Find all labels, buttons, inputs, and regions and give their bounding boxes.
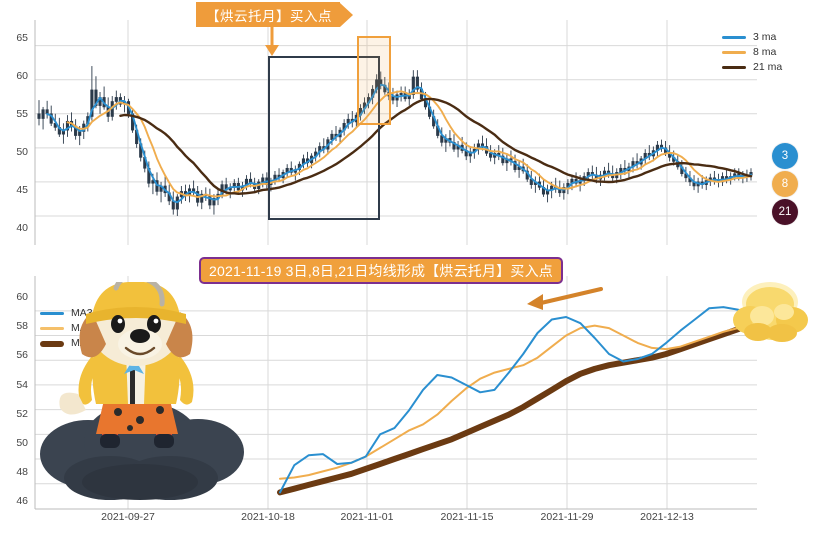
top-chart-plot bbox=[34, 20, 757, 245]
top-callout-banner-body: 【烘云托月】买入点 bbox=[196, 2, 340, 27]
legend-label-3ma: 3 ma bbox=[753, 31, 777, 44]
top-callout-banner-label: 【烘云托月】买入点 bbox=[206, 8, 332, 24]
top-ytick-3: 50 bbox=[16, 146, 28, 158]
legend-swatch-3ma bbox=[722, 36, 746, 39]
legend-swatch-ma3 bbox=[40, 312, 64, 315]
center-callout-banner: 2021-11-19 3日,8日,21日均线形成【烘云托月】买入点 bbox=[199, 257, 563, 284]
legend-swatch-8ma bbox=[722, 51, 746, 54]
top-ytick-0: 65 bbox=[16, 32, 28, 44]
xtick-2: 2021-11-01 bbox=[340, 511, 394, 523]
bottom-ytick-6: 48 bbox=[16, 466, 28, 478]
down-arrow-icon bbox=[265, 25, 279, 56]
pattern-box-dark bbox=[268, 56, 380, 220]
bottom-ytick-2: 56 bbox=[16, 349, 28, 361]
xtick-0: 2021-09-27 bbox=[101, 511, 155, 523]
bottom-ytick-4: 52 bbox=[16, 408, 28, 420]
badge-ma21-label: 21 bbox=[778, 206, 792, 218]
bottom-ytick-0: 60 bbox=[16, 291, 28, 303]
top-ytick-5: 40 bbox=[16, 222, 28, 234]
top-ytick-1: 60 bbox=[16, 70, 28, 82]
xtick-5: 2021-12-13 bbox=[640, 511, 694, 523]
legend-item-ma3: MA3 bbox=[40, 306, 98, 321]
top-callout-pennant-tip bbox=[340, 2, 353, 27]
pattern-box-orange bbox=[357, 36, 391, 125]
legend-label-21ma: 21 ma bbox=[753, 61, 783, 74]
legend-swatch-21ma bbox=[722, 66, 746, 69]
top-chart-legend: 3 ma 8 ma 21 ma bbox=[722, 30, 782, 75]
legend-swatch-ma21 bbox=[40, 340, 64, 347]
badge-ma3-label: 3 bbox=[781, 150, 789, 162]
bottom-ytick-5: 50 bbox=[16, 437, 28, 449]
legend-label-8ma: 8 ma bbox=[753, 46, 777, 59]
legend-label-ma3: MA3 bbox=[71, 307, 93, 320]
left-arrow-icon bbox=[527, 287, 603, 310]
legend-item-8ma: 8 ma bbox=[722, 45, 782, 60]
center-callout-banner-label: 2021-11-19 3日,8日,21日均线形成【烘云托月】买入点 bbox=[209, 262, 553, 279]
bottom-ma-chart-panel: 60 58 56 54 52 50 48 46 MA3 MA8 MA21 bbox=[0, 270, 813, 539]
badge-ma8[interactable]: 8 bbox=[772, 171, 798, 197]
top-callout-banner: 【烘云托月】买入点 bbox=[196, 2, 353, 27]
top-candlestick-chart-panel: 65 60 55 50 45 40 3 ma 8 ma 21 ma 3 bbox=[0, 0, 813, 250]
badge-ma21[interactable]: 21 bbox=[772, 199, 798, 225]
bottom-ytick-3: 54 bbox=[16, 379, 28, 391]
badge-ma8-label: 8 bbox=[781, 178, 789, 190]
golden-sunlit-cloud-icon bbox=[733, 282, 808, 342]
mascot-dog-on-dark-cloud-icon bbox=[40, 282, 244, 500]
legend-swatch-ma8 bbox=[40, 327, 64, 330]
xtick-4: 2021-11-29 bbox=[540, 511, 594, 523]
bottom-ytick-7: 46 bbox=[16, 495, 28, 507]
legend-item-3ma: 3 ma bbox=[722, 30, 782, 45]
xtick-3: 2021-11-15 bbox=[440, 511, 494, 523]
badge-ma3[interactable]: 3 bbox=[772, 143, 798, 169]
top-ytick-2: 55 bbox=[16, 108, 28, 120]
bottom-ytick-1: 58 bbox=[16, 320, 28, 332]
xtick-1: 2021-10-18 bbox=[241, 511, 295, 523]
legend-item-21ma: 21 ma bbox=[722, 60, 782, 75]
top-ytick-4: 45 bbox=[16, 184, 28, 196]
